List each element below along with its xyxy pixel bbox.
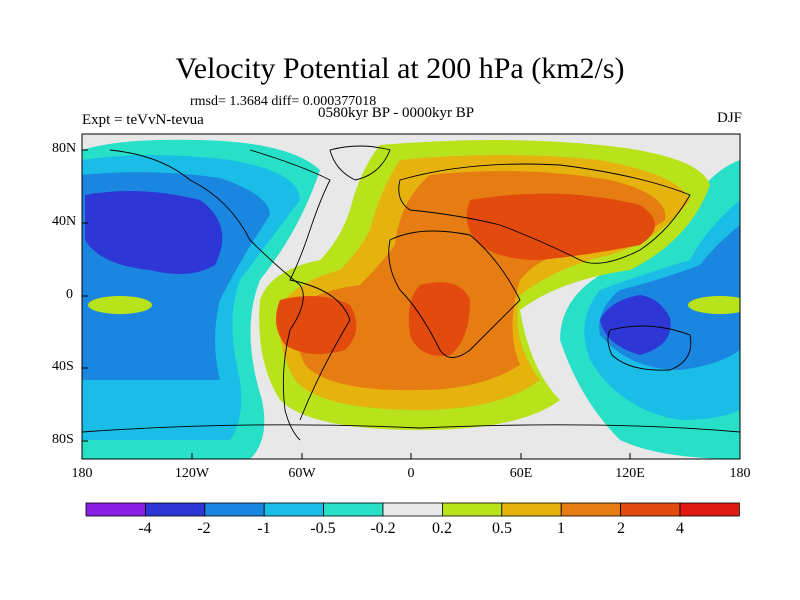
y-tick-label-80S: 80S [52,432,74,447]
coastline-antarctica [82,424,740,433]
y-tick-label-40N: 40N [52,214,77,229]
x-tick-label-60w: 60W [288,466,316,481]
contour-neg-2 [85,191,223,274]
x-tick-label-120w: 120W [174,466,210,481]
coastlines [82,145,740,441]
contour-pos-east-pacific [688,296,740,314]
x-tick-label-60e: 60E [509,466,533,481]
contour-pos-west-pacific [88,296,152,314]
colorbar-box [263,502,325,517]
colorbar-box [204,502,265,517]
rmsd-diff-stats: rmsd= 1.3684 diff= 0.000377018 [190,94,377,109]
colorbar-box [144,502,206,517]
coastline-americas-east [249,149,351,421]
coastline-africa [388,230,521,358]
colorbar-label: 1 [557,520,565,537]
y-tick-label-40S: 40S [52,359,74,374]
colorbar-box [85,502,146,517]
colorbar-label: -0.2 [370,520,396,537]
coastline-eurasia [398,163,691,264]
colorbar-box [382,502,443,517]
season-label: DJF [716,110,742,126]
coastline-americas-west [109,149,304,441]
y-tick-label-80N: 80N [52,141,77,156]
x-tick-label-180e: 180 [729,466,751,481]
colorbar-label: 2 [617,520,625,537]
colorbar-box [560,502,622,517]
map-title: Velocity Potential at 200 hPa (km2/s) [175,52,625,85]
colorbar-label: -1 [257,520,271,537]
colorbar-label: -2 [197,520,211,537]
contour-pos-2-asia [466,193,655,260]
colorbar-box [323,502,384,517]
colorbar-label: 0.5 [492,520,512,537]
contour-neg-2-east [600,295,671,355]
colorbar-label: 0.2 [432,520,452,537]
period-label: 0580kyr BP - 0000kyr BP [318,105,475,121]
x-tick-label-120e: 120E [615,466,645,481]
colorbar-box [501,502,562,517]
coastline-greenland [329,145,391,181]
coastline-australia [607,325,692,371]
colorbar-label: -0.5 [310,520,336,537]
contour-field [82,134,740,459]
x-tick-label-180w: 180 [71,466,93,481]
colorbar [85,502,740,517]
colorbar-label: 4 [676,520,684,537]
y-tick-label-0: 0 [66,287,73,302]
colorbar-box [679,502,740,517]
colorbar-box [620,502,681,517]
contour-pos-2-africa [408,282,470,356]
axis-ticks [81,149,741,459]
colorbar-label: -4 [138,520,152,537]
colorbar-box [441,502,503,517]
experiment-label: Expt = teVvN-tevua [82,112,204,128]
x-tick-label-0: 0 [407,466,415,481]
contour-pos-2-samerica [276,296,357,354]
